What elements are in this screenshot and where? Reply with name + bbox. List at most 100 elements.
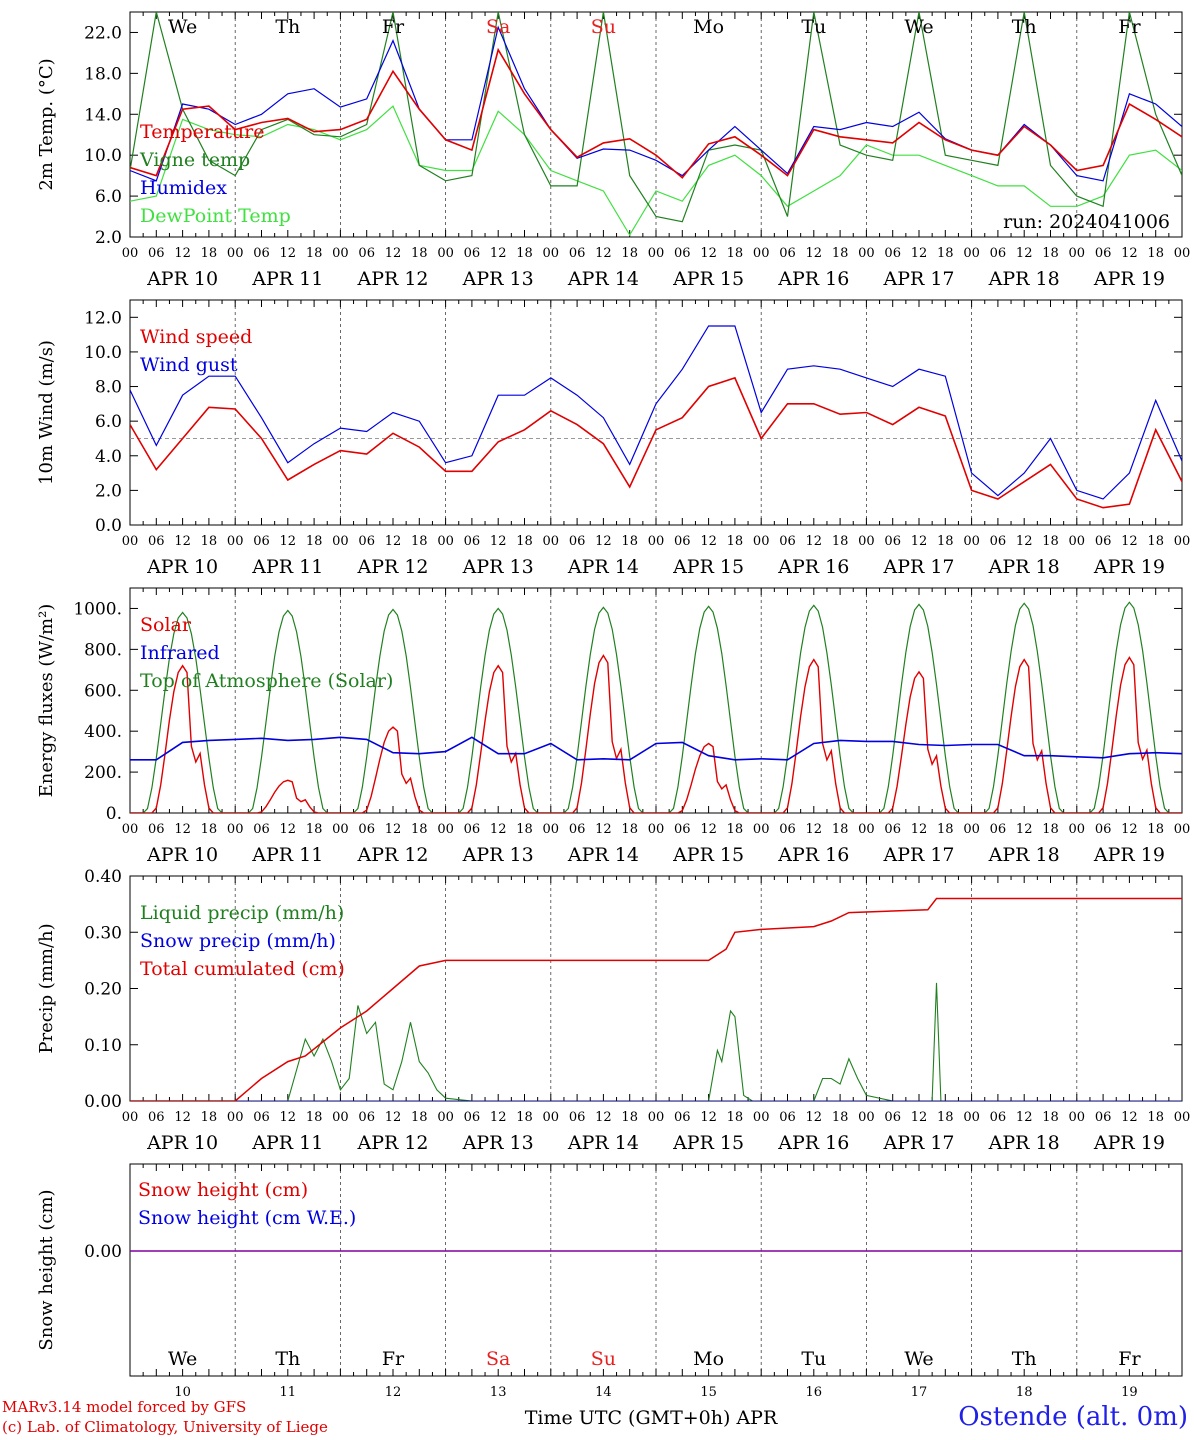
y-tick-label: 200. <box>84 763 122 783</box>
hour-tick-label: 18 <box>937 534 954 549</box>
weekday-label: We <box>904 16 933 38</box>
weekday-label: We <box>168 16 197 38</box>
hour-tick-label: 06 <box>779 1110 796 1125</box>
legend-entry: Vigne temp <box>139 149 250 171</box>
date-label: APR 13 <box>462 556 534 578</box>
weekday-label: Fr <box>382 16 405 38</box>
hour-tick-label: 18 <box>516 822 533 837</box>
hour-tick-label: 06 <box>148 1110 165 1125</box>
y-tick-label: 0.40 <box>84 867 122 887</box>
y-axis-label: Precip (mm/h) <box>36 923 57 1053</box>
plot-area <box>130 897 1182 1101</box>
hour-tick-label: 18 <box>201 1110 218 1125</box>
hour-tick-label: 00 <box>227 246 244 261</box>
day-number-label: 19 <box>1121 1385 1138 1400</box>
hour-tick-label: 00 <box>648 534 665 549</box>
hour-tick-label: 18 <box>1147 1110 1164 1125</box>
hour-tick-label: 18 <box>937 822 954 837</box>
y-tick-label: 0.00 <box>84 1092 122 1112</box>
y-tick-label: 8.0 <box>95 378 122 398</box>
hour-tick-label: 18 <box>201 822 218 837</box>
hour-tick-label: 12 <box>806 246 823 261</box>
legend-entry: Total cumulated (cm) <box>140 958 345 980</box>
y-tick-label: 14.0 <box>84 105 122 125</box>
hour-tick-label: 12 <box>1016 246 1033 261</box>
hour-tick-label: 18 <box>201 534 218 549</box>
date-label: APR 14 <box>567 268 639 290</box>
hour-tick-label: 00 <box>227 534 244 549</box>
y-axis-label: 2m Temp. (°C) <box>36 58 57 190</box>
weekday-label: We <box>904 1348 933 1370</box>
hour-tick-label: 12 <box>385 1110 402 1125</box>
hour-tick-label: 18 <box>201 246 218 261</box>
hour-tick-label: 00 <box>437 1110 454 1125</box>
hour-tick-label: 18 <box>411 822 428 837</box>
date-label: APR 16 <box>777 268 849 290</box>
hour-tick-label: 18 <box>516 1110 533 1125</box>
date-label: APR 13 <box>462 268 534 290</box>
legend-entry: Wind gust <box>140 354 238 376</box>
panel-1: 2.0 6.0 10.0 14.0 18.0 22.0 2m Temp. (°C) 00 06 1… <box>36 11 1190 290</box>
plot-frame <box>129 299 1183 526</box>
hour-tick-label: 06 <box>674 1110 691 1125</box>
legend-entry: Top of Atmosphere (Solar) <box>140 670 393 692</box>
hour-tick-label: 12 <box>385 246 402 261</box>
hour-tick-label: 06 <box>990 246 1007 261</box>
hour-tick-label: 12 <box>1121 534 1138 549</box>
hour-tick-label: 18 <box>411 246 428 261</box>
hour-tick-label: 00 <box>437 534 454 549</box>
date-label: APR 15 <box>672 844 744 866</box>
hour-tick-label: 00 <box>648 822 665 837</box>
hour-tick-label: 18 <box>832 246 849 261</box>
legend-entry: Solar <box>140 614 192 636</box>
hour-tick-label: 06 <box>358 534 375 549</box>
hour-tick-label: 00 <box>1174 822 1191 837</box>
plot-area <box>130 601 1182 813</box>
weekday-label: Mo <box>693 1348 724 1370</box>
hour-tick-label: 18 <box>937 246 954 261</box>
panel-3: 0. 200. 400. 600. 800. 1000. Energy fluxes (W/… <box>36 587 1191 866</box>
hour-tick-label: 00 <box>543 534 560 549</box>
date-label: APR 11 <box>251 268 323 290</box>
hour-tick-label: 18 <box>1042 822 1059 837</box>
hour-tick-label: 12 <box>595 534 612 549</box>
date-label: APR 14 <box>567 1132 639 1154</box>
hour-tick-label: 12 <box>385 534 402 549</box>
hour-tick-label: 00 <box>437 246 454 261</box>
date-label: APR 17 <box>882 844 954 866</box>
day-number-label: 14 <box>595 1385 612 1400</box>
hour-tick-label: 06 <box>1095 534 1112 549</box>
hour-tick-label: 06 <box>358 822 375 837</box>
hour-tick-label: 12 <box>1016 822 1033 837</box>
hour-tick-label: 12 <box>806 1110 823 1125</box>
hour-tick-label: 06 <box>1095 246 1112 261</box>
date-label: APR 14 <box>567 556 639 578</box>
hour-tick-label: 18 <box>832 534 849 549</box>
hour-tick-label: 00 <box>227 822 244 837</box>
series-line-toa-solar <box>130 601 1182 813</box>
hour-tick-label: 12 <box>1016 534 1033 549</box>
weekday-label: Mo <box>693 16 724 38</box>
hour-tick-label: 00 <box>1069 534 1086 549</box>
hour-tick-label: 00 <box>543 1110 560 1125</box>
hour-tick-label: 06 <box>464 1110 481 1125</box>
hour-tick-label: 12 <box>806 534 823 549</box>
weekday-label: Sa <box>486 1348 510 1370</box>
hour-tick-label: 18 <box>516 246 533 261</box>
hour-tick-label: 00 <box>753 246 770 261</box>
y-axis-label: Energy fluxes (W/m²) <box>36 604 57 798</box>
hour-tick-label: 06 <box>148 822 165 837</box>
hour-tick-label: 00 <box>1174 1110 1191 1125</box>
hour-tick-label: 18 <box>516 534 533 549</box>
legend-entry: Wind speed <box>140 326 252 348</box>
y-tick-label: 600. <box>84 681 122 701</box>
hour-tick-label: 00 <box>1174 534 1191 549</box>
hour-tick-label: 12 <box>1121 822 1138 837</box>
hour-tick-label: 06 <box>779 822 796 837</box>
y-tick-label: 1000. <box>73 599 122 619</box>
hour-tick-label: 12 <box>385 822 402 837</box>
date-label: APR 19 <box>1093 268 1165 290</box>
day-number-label: 10 <box>174 1385 191 1400</box>
hour-tick-label: 06 <box>674 534 691 549</box>
hour-tick-label: 06 <box>569 246 586 261</box>
